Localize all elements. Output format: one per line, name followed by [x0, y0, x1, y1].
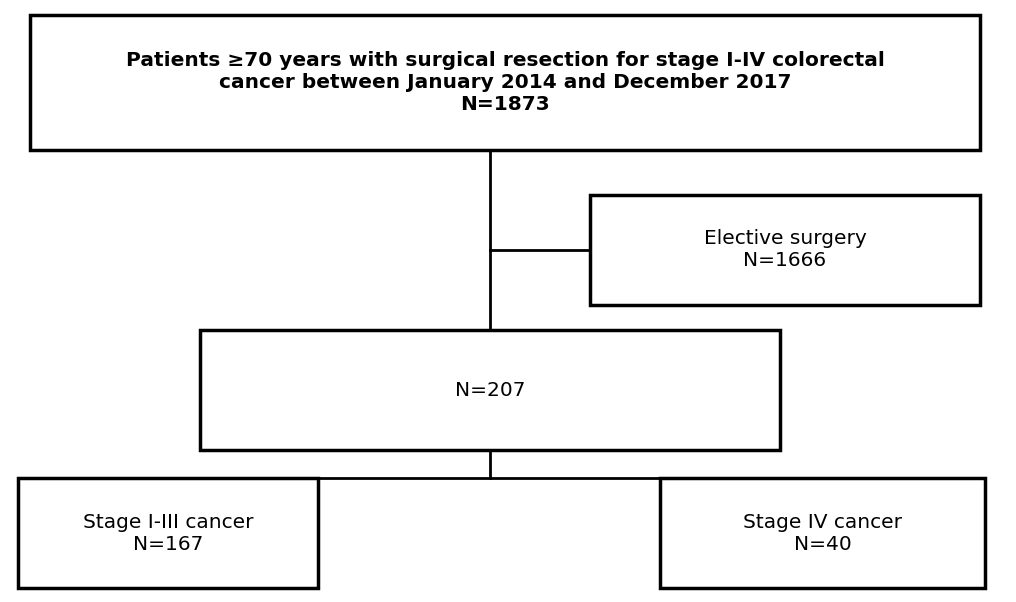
Bar	[590, 195, 980, 305]
Bar	[200, 330, 780, 450]
Text: Stage I-III cancer
N=167: Stage I-III cancer N=167	[82, 512, 253, 553]
Text: N=207: N=207	[455, 380, 525, 400]
Bar	[30, 15, 980, 150]
Text: Elective surgery
N=1666: Elective surgery N=1666	[704, 229, 867, 270]
Bar	[660, 478, 985, 588]
Text: Stage IV cancer
N=40: Stage IV cancer N=40	[743, 512, 902, 553]
Bar	[18, 478, 318, 588]
Text: Patients ≥70 years with surgical resection for stage I-IV colorectal
cancer betw: Patients ≥70 years with surgical resecti…	[126, 51, 885, 114]
